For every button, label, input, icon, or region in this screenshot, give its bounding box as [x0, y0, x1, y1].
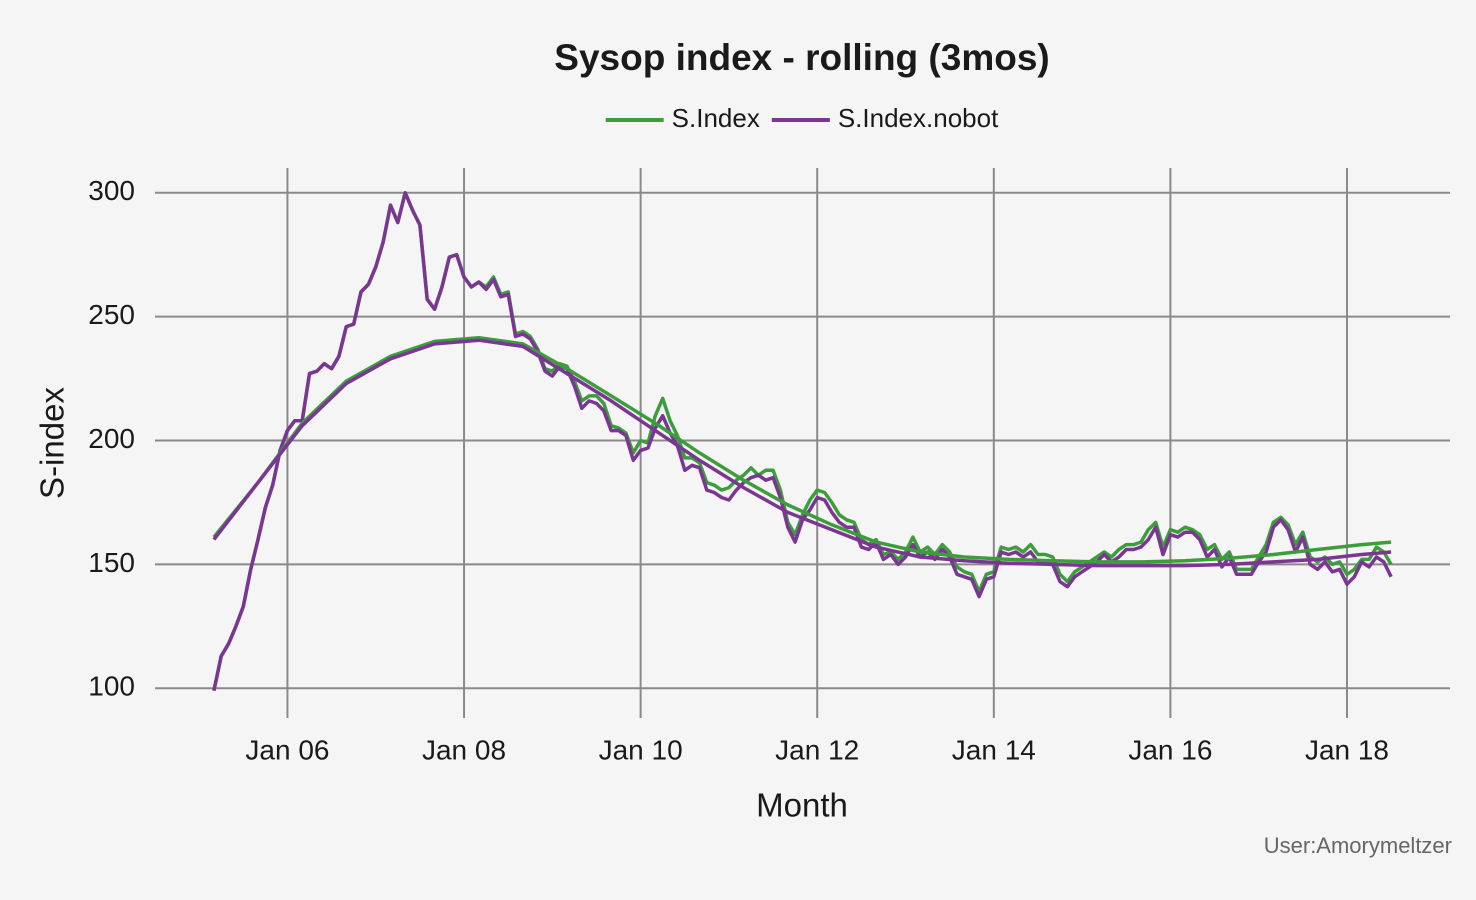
trend-line: [212, 338, 1392, 568]
y-tick-label: 150: [88, 547, 135, 578]
legend-label: S.Index: [672, 103, 760, 133]
y-tick-label: 300: [88, 175, 135, 206]
x-tick-label: Jan 12: [775, 734, 859, 765]
x-tick-label: Jan 06: [245, 734, 329, 765]
x-tick-label: Jan 14: [952, 734, 1036, 765]
chart-title: Sysop index - rolling (3mos): [554, 37, 1049, 78]
x-tick-label: Jan 16: [1128, 734, 1212, 765]
x-tick-label: Jan 18: [1305, 734, 1389, 765]
legend-label: S.Index.nobot: [838, 103, 999, 133]
y-tick-label: 200: [88, 423, 135, 454]
y-tick-label: 100: [88, 671, 135, 702]
trend-line: [212, 335, 1392, 564]
x-tick-label: Jan 10: [599, 734, 683, 765]
y-axis-title: S-index: [34, 387, 71, 499]
x-tick-label: Jan 08: [422, 734, 506, 765]
y-tick-label: 250: [88, 299, 135, 330]
caption: User:Amorymeltzer: [1264, 833, 1452, 858]
x-axis-title: Month: [756, 787, 848, 824]
